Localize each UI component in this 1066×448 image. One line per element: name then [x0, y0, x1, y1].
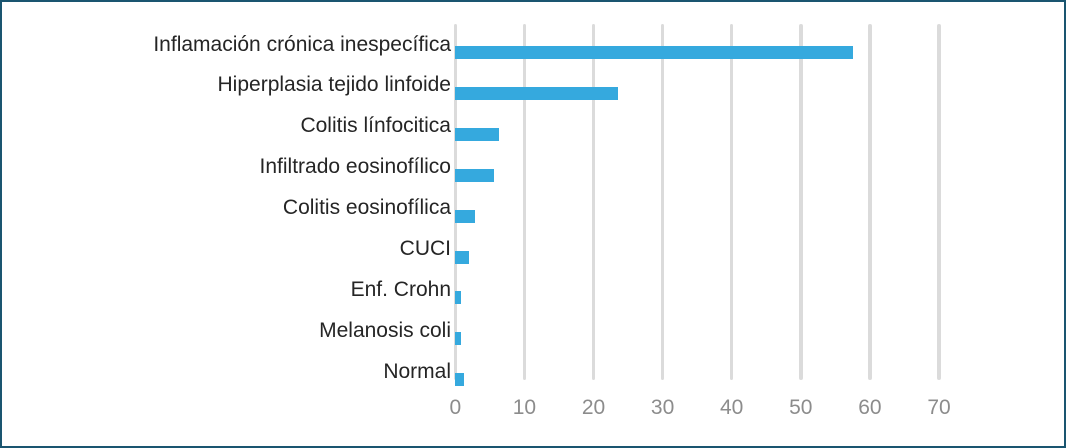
x-tick-label: 50 [789, 396, 813, 419]
category-label: Melanosis coli [319, 318, 451, 342]
category-label: Enf. Crohn [350, 277, 451, 301]
vertical-gridline [453, 24, 458, 380]
x-tick-label: 10 [512, 396, 537, 419]
category-label: Infiltrado eosinofílico [259, 155, 451, 179]
x-tick-label: 70 [927, 396, 951, 419]
category-label: Inflamación crónica inespecífica [153, 32, 451, 56]
vertical-gridline [799, 24, 803, 380]
bar [455, 46, 853, 59]
x-tick-label: 0 [449, 396, 462, 419]
bar [455, 168, 494, 182]
vertical-gridline [591, 24, 596, 380]
vertical-gridline [522, 24, 527, 380]
category-label: CUCI [399, 237, 451, 260]
bar [455, 127, 499, 141]
x-tick-label: 30 [650, 396, 675, 419]
x-tick-label: 40 [720, 396, 744, 419]
vertical-gridline [729, 24, 734, 380]
bar [455, 373, 465, 387]
vertical-gridline [868, 24, 872, 380]
category-label: Hiperplasia tejido linfoide [217, 73, 451, 97]
bar [455, 332, 461, 346]
x-tick-label: 60 [858, 396, 882, 419]
category-label: Colitis eosinofílica [282, 196, 451, 220]
category-label: Normal [383, 359, 451, 383]
x-tick-label: 20 [581, 396, 606, 419]
bar [455, 86, 618, 100]
vertical-gridline [660, 24, 665, 380]
bar [455, 291, 461, 305]
bar [455, 250, 470, 264]
bar [455, 209, 476, 223]
vertical-gridline [937, 24, 941, 380]
category-label: Colitis línfocitica [300, 114, 451, 138]
